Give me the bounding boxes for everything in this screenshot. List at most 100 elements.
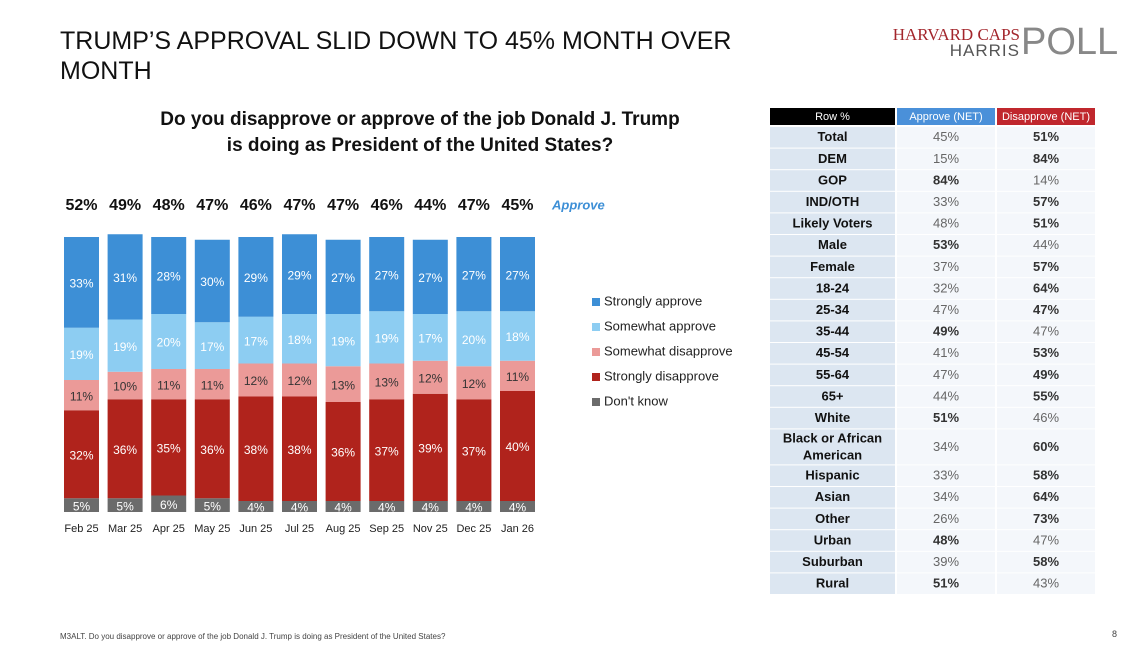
- table-value: 47%: [1033, 324, 1059, 339]
- data-label: 11%: [157, 378, 180, 392]
- bar-segment: [325, 314, 361, 367]
- bar-segment: [500, 237, 535, 312]
- row-label: 55-64: [816, 367, 850, 382]
- data-label: 12%: [244, 374, 268, 388]
- table-cell: [770, 299, 895, 321]
- table-value: 51%: [933, 410, 959, 425]
- data-label: 27%: [505, 268, 529, 282]
- row-label: IND/OTH: [806, 194, 859, 209]
- row-label: Hispanic: [805, 468, 859, 483]
- table-cell: [770, 407, 895, 429]
- table-cell: [997, 551, 1095, 573]
- data-label: 20%: [157, 336, 181, 350]
- x-tick-label: Jun 25: [239, 523, 272, 535]
- data-label: 12%: [418, 371, 442, 385]
- total-label: 47%: [196, 197, 228, 214]
- table-cell: [997, 487, 1095, 508]
- data-label: 18%: [287, 333, 311, 347]
- total-label: 44%: [414, 197, 446, 214]
- total-label: 47%: [458, 197, 490, 214]
- bar-segment: [107, 319, 143, 372]
- row-label: White: [815, 410, 850, 425]
- total-label: 52%: [65, 197, 97, 214]
- data-label: 30%: [200, 275, 224, 289]
- table-value: 43%: [1033, 576, 1059, 591]
- table-cell: [897, 235, 995, 256]
- table-value: 41%: [933, 345, 959, 360]
- bar-segment: [282, 363, 317, 397]
- table-value: 51%: [933, 576, 959, 591]
- table-cell: [997, 386, 1095, 407]
- total-label: 48%: [153, 197, 185, 214]
- row-label: 18-24: [816, 280, 850, 295]
- table-cell: [897, 530, 995, 551]
- table-header: Approve (NET): [909, 111, 982, 123]
- bar-segment: [325, 501, 361, 512]
- data-label: 27%: [462, 268, 486, 282]
- bar-segment: [325, 402, 361, 501]
- x-tick-label: Mar 25: [108, 523, 142, 535]
- table-cell: [770, 278, 895, 299]
- table-value: 32%: [933, 280, 959, 295]
- table-cell: [770, 256, 895, 278]
- table-value: 48%: [933, 532, 959, 547]
- bar-segment: [151, 237, 187, 314]
- legend-swatch: [592, 348, 600, 356]
- data-label: 4%: [422, 501, 440, 515]
- table-value: 33%: [933, 194, 959, 209]
- data-label: 37%: [375, 444, 399, 458]
- table-value: 34%: [933, 489, 959, 504]
- bar-segment: [64, 498, 99, 512]
- table-cell: [897, 407, 995, 429]
- table-value: 46%: [1033, 410, 1059, 425]
- table-cell: [997, 343, 1095, 364]
- bar-segment: [282, 396, 317, 501]
- table-cell: [997, 299, 1095, 321]
- data-label: 4%: [291, 501, 309, 515]
- data-label: 4%: [509, 501, 527, 515]
- legend-swatch: [592, 398, 600, 406]
- data-label: 17%: [200, 340, 224, 354]
- legend-label: Strongly approve: [604, 293, 702, 308]
- data-label: 4%: [247, 501, 265, 515]
- table-cell: [770, 127, 895, 148]
- table-cell: [997, 235, 1095, 256]
- x-tick-label: Aug 25: [326, 523, 361, 535]
- table-cell: [897, 465, 995, 486]
- table-cell: [770, 551, 895, 573]
- data-label: 19%: [69, 348, 93, 362]
- row-label: Urban: [814, 532, 852, 547]
- row-label: 35-44: [816, 324, 850, 339]
- bar-segment: [412, 393, 448, 501]
- data-label: 33%: [69, 277, 93, 291]
- table-value: 44%: [933, 388, 959, 403]
- data-label: 27%: [375, 268, 399, 282]
- data-label: 13%: [331, 378, 355, 392]
- data-label: 4%: [378, 501, 396, 515]
- bar-segment: [64, 380, 99, 411]
- table-value: 44%: [1033, 237, 1059, 252]
- table-header-cell: [897, 108, 995, 125]
- data-label: 36%: [200, 443, 224, 457]
- table-value: 64%: [1033, 280, 1059, 295]
- footnote: M3ALT. Do you disapprove or approve of t…: [60, 632, 446, 641]
- data-label: 39%: [418, 442, 442, 456]
- table-cell: [997, 170, 1095, 191]
- data-label: 27%: [418, 271, 442, 285]
- data-label: 5%: [204, 499, 222, 513]
- row-label: 25-34: [816, 302, 850, 317]
- table-value: 45%: [933, 129, 959, 144]
- bar-segment: [107, 234, 143, 320]
- bar-segment: [194, 498, 230, 512]
- legend-label: Don't know: [604, 393, 669, 408]
- table-cell: [897, 386, 995, 407]
- table-cell: [770, 213, 895, 234]
- table-cell: [997, 573, 1095, 594]
- bar-segment: [282, 314, 317, 364]
- bar-segment: [500, 360, 535, 391]
- x-tick-label: May 25: [194, 523, 230, 535]
- table-value: 47%: [933, 302, 959, 317]
- bar-segment: [369, 501, 405, 512]
- table-cell: [997, 148, 1095, 170]
- bar-segment: [412, 360, 448, 394]
